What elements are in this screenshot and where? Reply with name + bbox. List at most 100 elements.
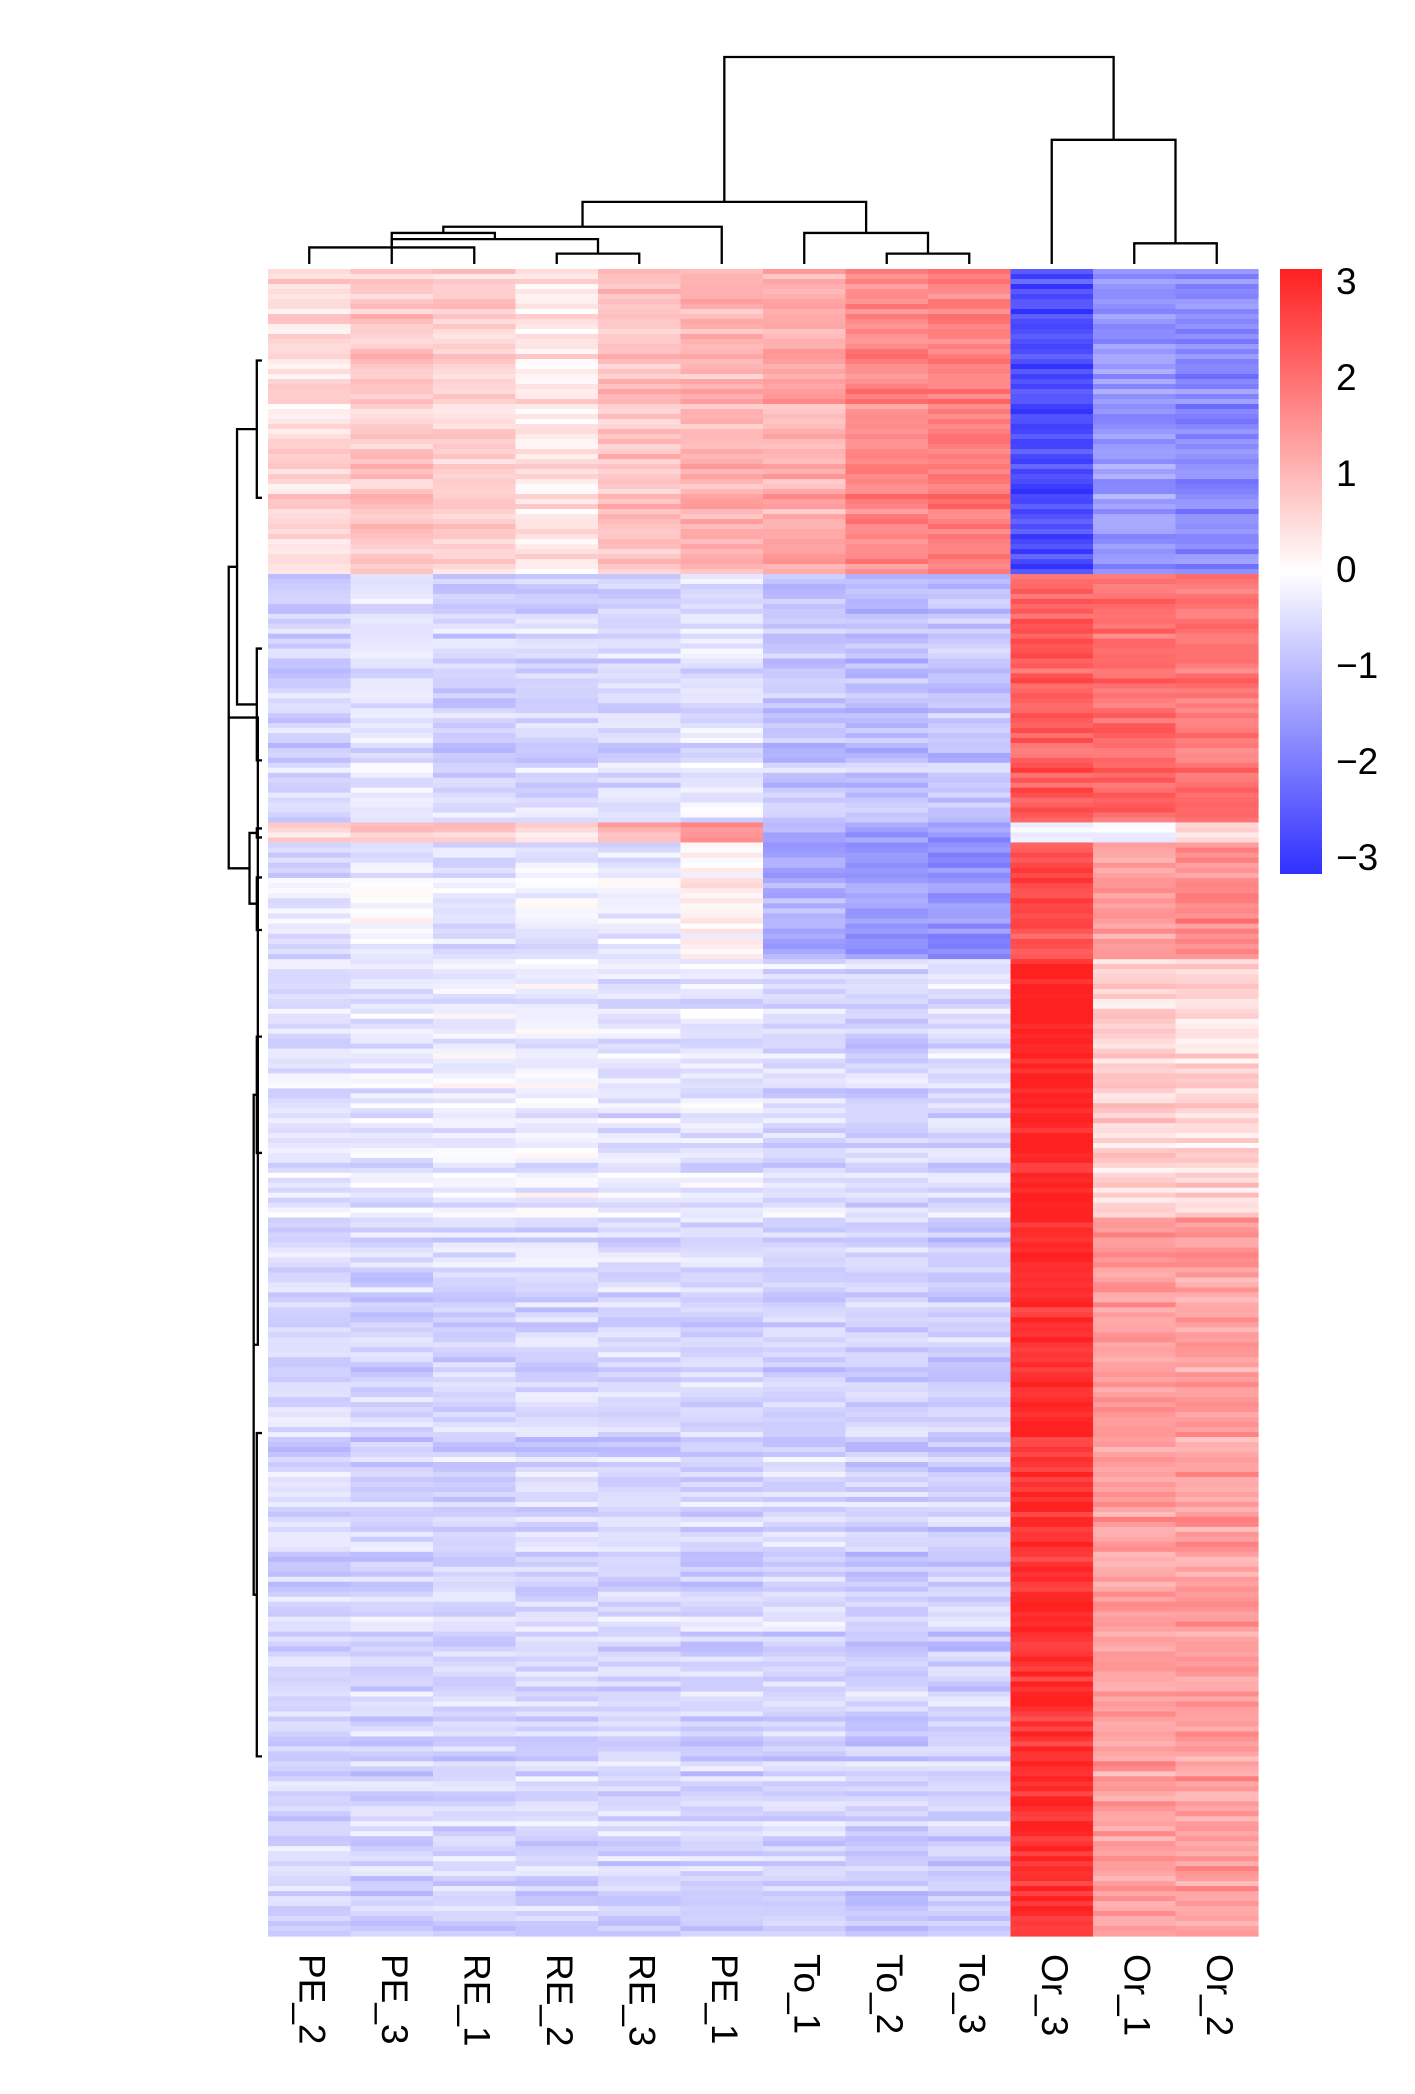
heatmap-cell xyxy=(350,1247,434,1254)
heatmap-cell xyxy=(268,1551,352,1558)
heatmap-cell xyxy=(763,1202,847,1209)
heatmap-cell xyxy=(433,369,517,375)
heatmap-cell xyxy=(845,404,929,410)
heatmap-cell xyxy=(680,1093,764,1099)
heatmap-cell xyxy=(350,1292,434,1298)
heatmap-cell xyxy=(928,269,1012,275)
heatmap-cell xyxy=(1175,1277,1259,1283)
heatmap-cell xyxy=(680,504,764,510)
heatmap-cell xyxy=(1093,1846,1177,1852)
heatmap-cell xyxy=(763,574,847,580)
heatmap-cell xyxy=(1175,1073,1259,1079)
heatmap-cell xyxy=(680,1387,764,1393)
heatmap-cell xyxy=(845,299,929,305)
heatmap-cell xyxy=(350,1103,434,1109)
heatmap-cell xyxy=(1010,404,1094,410)
heatmap-cell xyxy=(845,772,929,779)
heatmap-cell xyxy=(1093,484,1177,490)
heatmap-cell xyxy=(433,1452,517,1458)
heatmap-cell xyxy=(680,1177,764,1184)
heatmap-cell xyxy=(268,304,352,310)
heatmap-cell xyxy=(928,903,1012,909)
heatmap-cell xyxy=(1093,444,1177,450)
heatmap-cell xyxy=(845,469,929,475)
heatmap-cell xyxy=(433,564,517,570)
heatmap-cell xyxy=(763,479,847,485)
heatmap-cell xyxy=(1093,1317,1177,1323)
heatmap-cell xyxy=(433,1616,517,1623)
heatmap-cell xyxy=(763,559,847,565)
heatmap-cell xyxy=(598,618,682,625)
heatmap-cell xyxy=(433,888,517,894)
heatmap-cell xyxy=(845,1856,929,1862)
heatmap-cell xyxy=(433,304,517,310)
heatmap-cell xyxy=(928,354,1012,360)
heatmap-cell xyxy=(433,1297,517,1303)
heatmap-cell xyxy=(680,643,764,650)
heatmap-cell xyxy=(350,1372,434,1378)
heatmap-cell xyxy=(763,1521,847,1528)
heatmap-cell xyxy=(515,399,599,405)
heatmap-cell xyxy=(1175,1352,1259,1358)
heatmap-cell xyxy=(1010,424,1094,430)
heatmap-cell xyxy=(680,1661,764,1668)
heatmap-cell xyxy=(350,1476,434,1483)
heatmap-cell xyxy=(1175,1167,1259,1174)
heatmap-cell xyxy=(433,1068,517,1075)
heatmap-cell xyxy=(350,394,434,400)
heatmap-cell xyxy=(598,1476,682,1483)
heatmap-cell xyxy=(1093,959,1177,965)
heatmap-cell xyxy=(1010,883,1094,889)
heatmap-cell xyxy=(1093,1462,1177,1468)
heatmap-cell xyxy=(1010,1491,1094,1498)
heatmap-cell xyxy=(515,812,599,819)
heatmap-cell xyxy=(1093,1661,1177,1668)
heatmap-cell xyxy=(1010,1611,1094,1618)
heatmap-cell xyxy=(928,1796,1012,1802)
heatmap-cell xyxy=(268,703,352,709)
heatmap-cell xyxy=(515,1462,599,1468)
heatmap-cell xyxy=(928,1297,1012,1303)
heatmap-cell xyxy=(1010,1457,1094,1463)
heatmap-cell xyxy=(268,598,352,605)
heatmap-cell xyxy=(515,1731,599,1738)
heatmap-cell xyxy=(1010,1083,1094,1089)
heatmap-cell xyxy=(845,1616,929,1623)
heatmap-cell xyxy=(433,1511,517,1518)
heatmap-cell xyxy=(1175,1083,1259,1089)
column-label-to-1: To_1 xyxy=(786,1954,827,2034)
heatmap-cell xyxy=(1093,1701,1177,1708)
heatmap-cell xyxy=(1010,309,1094,315)
heatmap-cell xyxy=(763,1177,847,1184)
heatmap-cell xyxy=(433,1103,517,1109)
heatmap-cell xyxy=(763,1646,847,1653)
heatmap-cell xyxy=(268,1282,352,1288)
heatmap-cell xyxy=(350,1063,434,1070)
heatmap-cell xyxy=(1010,364,1094,370)
heatmap-cell xyxy=(433,1776,517,1782)
heatmap-cell xyxy=(1175,1531,1259,1538)
heatmap-cell xyxy=(433,1307,517,1313)
color-legend-tick-label: −2 xyxy=(1336,741,1378,782)
heatmap-cell xyxy=(845,964,929,970)
heatmap-cell xyxy=(1175,1412,1259,1418)
heatmap-cell xyxy=(1175,529,1259,535)
heatmap-cell xyxy=(1093,1237,1177,1244)
heatmap-cell xyxy=(350,807,434,814)
heatmap-cell xyxy=(1175,1871,1259,1877)
heatmap-cell xyxy=(350,1152,434,1159)
heatmap-cell xyxy=(1010,384,1094,390)
heatmap-cell xyxy=(268,289,352,295)
heatmap-cell xyxy=(598,1242,682,1249)
heatmap-cell xyxy=(763,1432,847,1438)
heatmap-cell xyxy=(1093,633,1177,640)
heatmap-cell xyxy=(598,1023,682,1030)
heatmap-cell xyxy=(680,1147,764,1154)
heatmap-cell xyxy=(350,852,434,859)
heatmap-cell xyxy=(1175,359,1259,365)
heatmap-cell xyxy=(433,713,517,719)
heatmap-cell xyxy=(268,369,352,375)
heatmap-cell xyxy=(763,1337,847,1343)
heatmap-cell xyxy=(763,469,847,475)
